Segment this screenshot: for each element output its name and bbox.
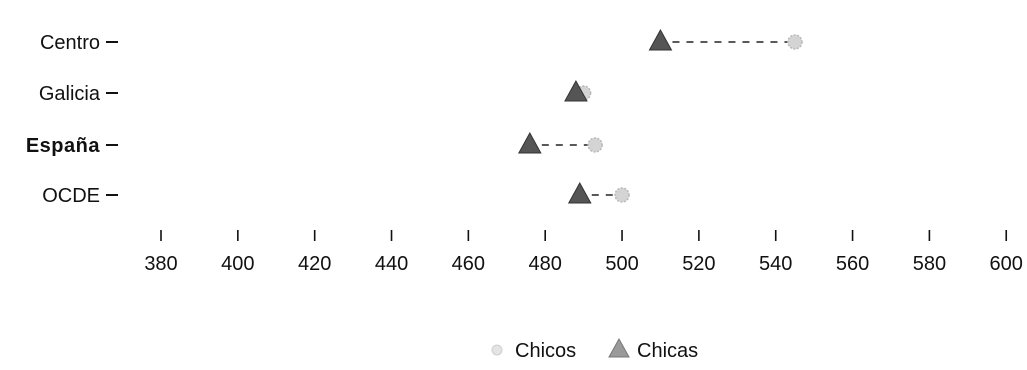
category-label-2: España <box>26 135 101 157</box>
connector-lines <box>541 41 788 196</box>
chicas-point-3 <box>567 181 592 204</box>
x-tick-label-480: 480 <box>529 253 562 275</box>
legend-chicos-label: Chicos <box>515 340 576 362</box>
x-tick-label-560: 560 <box>836 253 869 275</box>
category-labels: Centro Galicia España OCDE <box>26 32 118 207</box>
x-axis: 380 400 420 440 460 480 500 520 540 560 580 600 <box>144 230 1023 275</box>
chicos-point-0 <box>787 34 803 50</box>
legend-chicas-marker <box>608 337 630 358</box>
x-tick-label-540: 540 <box>759 253 792 275</box>
chicos-point-2 <box>587 137 603 153</box>
x-tick-label-600: 600 <box>990 253 1023 275</box>
chicas-point-2 <box>517 131 542 154</box>
legend: Chicos Chicas <box>491 337 698 362</box>
legend-chicas-label: Chicas <box>637 340 698 362</box>
x-tick-label-420: 420 <box>298 253 331 275</box>
x-tick-label-520: 520 <box>682 253 715 275</box>
x-tick-label-400: 400 <box>221 253 254 275</box>
chicos-point-3 <box>614 187 630 203</box>
category-label-0: Centro <box>40 32 100 54</box>
x-tick-label-460: 460 <box>452 253 485 275</box>
x-tick-label-440: 440 <box>375 253 408 275</box>
x-tick-label-380: 380 <box>144 253 177 275</box>
x-tick-label-500: 500 <box>605 253 638 275</box>
category-label-1: Galicia <box>39 83 101 105</box>
x-tick-label-580: 580 <box>913 253 946 275</box>
data-markers <box>517 28 803 204</box>
category-label-3: OCDE <box>42 185 100 207</box>
chicas-point-0 <box>648 28 673 51</box>
legend-chicos-marker <box>491 344 503 356</box>
chicas-point-1 <box>564 79 588 102</box>
